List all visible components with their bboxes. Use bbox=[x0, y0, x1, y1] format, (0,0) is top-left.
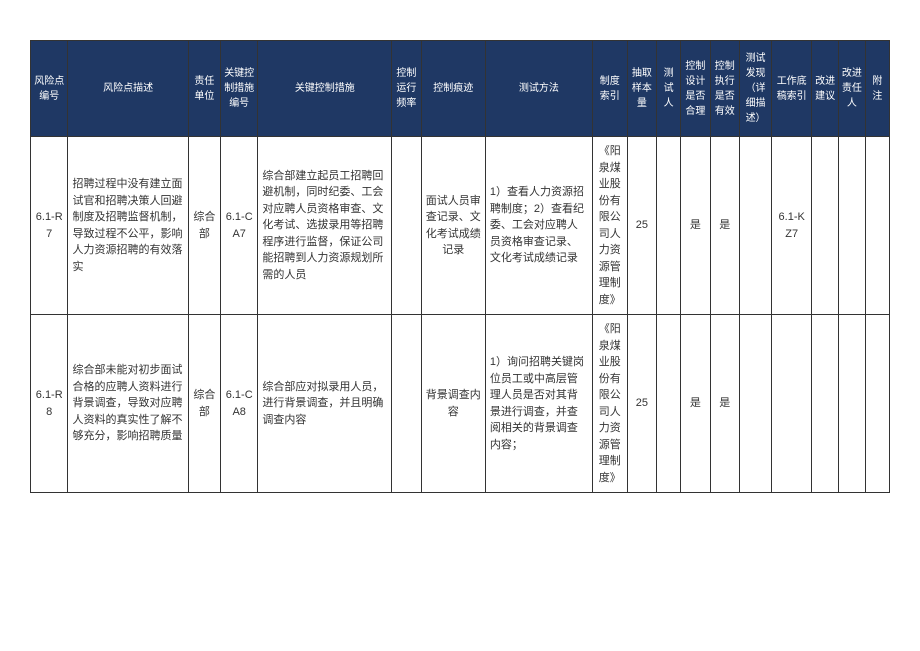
col-header-c15: 改进建议 bbox=[812, 41, 839, 137]
cell-c0: 6.1-R8 bbox=[31, 315, 68, 493]
cell-c2: 综合部 bbox=[188, 315, 220, 493]
cell-c5 bbox=[392, 315, 421, 493]
col-header-c4: 关键控制措施 bbox=[258, 41, 392, 137]
cell-c13 bbox=[740, 137, 772, 315]
col-header-c1: 风险点描述 bbox=[68, 41, 188, 137]
col-header-c5: 控制运行频率 bbox=[392, 41, 421, 137]
cell-c10 bbox=[657, 315, 681, 493]
cell-c17 bbox=[865, 137, 889, 315]
cell-c14 bbox=[772, 315, 812, 493]
cell-c8: 《阳泉煤业股份有限公司人力资源管理制度》 bbox=[592, 137, 627, 315]
cell-c7: 1）询问招聘关键岗位员工或中高层管理人员是否对其背景进行调查，并查阅相关的背景调… bbox=[485, 315, 592, 493]
cell-c5 bbox=[392, 137, 421, 315]
cell-c10 bbox=[657, 137, 681, 315]
cell-c0: 6.1-R7 bbox=[31, 137, 68, 315]
col-header-c6: 控制痕迹 bbox=[421, 41, 485, 137]
cell-c1: 综合部未能对初步面试合格的应聘人资料进行背景调查，导致对应聘人资料的真实性了解不… bbox=[68, 315, 188, 493]
table-header-row: 风险点编号风险点描述责任单位关键控制措施编号关键控制措施控制运行频率控制痕迹测试… bbox=[31, 41, 890, 137]
table-row: 6.1-R7招聘过程中没有建立面试官和招聘决策人回避制度及招聘监督机制，导致过程… bbox=[31, 137, 890, 315]
cell-c6: 背景调查内容 bbox=[421, 315, 485, 493]
col-header-c14: 工作底稿索引 bbox=[772, 41, 812, 137]
cell-c4: 综合部建立起员工招聘回避机制，同时纪委、工会对应聘人员资格审查、文化考试、选拔录… bbox=[258, 137, 392, 315]
table-row: 6.1-R8综合部未能对初步面试合格的应聘人资料进行背景调查，导致对应聘人资料的… bbox=[31, 315, 890, 493]
col-header-c7: 测试方法 bbox=[485, 41, 592, 137]
cell-c4: 综合部应对拟录用人员，进行背景调查，并且明确调查内容 bbox=[258, 315, 392, 493]
risk-control-table: 风险点编号风险点描述责任单位关键控制措施编号关键控制措施控制运行频率控制痕迹测试… bbox=[30, 40, 890, 493]
col-header-c8: 制度索引 bbox=[592, 41, 627, 137]
col-header-c0: 风险点编号 bbox=[31, 41, 68, 137]
cell-c9: 25 bbox=[627, 137, 656, 315]
cell-c6: 面试人员审查记录、文化考试成绩记录 bbox=[421, 137, 485, 315]
col-header-c11: 控制设计是否合理 bbox=[681, 41, 710, 137]
cell-c11: 是 bbox=[681, 315, 710, 493]
cell-c9: 25 bbox=[627, 315, 656, 493]
cell-c15 bbox=[812, 137, 839, 315]
col-header-c12: 控制执行是否有效 bbox=[710, 41, 739, 137]
cell-c7: 1）查看人力资源招聘制度；2）查看纪委、工会对应聘人员资格审查记录、文化考试成绩… bbox=[485, 137, 592, 315]
col-header-c9: 抽取样本量 bbox=[627, 41, 656, 137]
col-header-c3: 关键控制措施编号 bbox=[220, 41, 257, 137]
cell-c17 bbox=[865, 315, 889, 493]
cell-c14: 6.1-KZ7 bbox=[772, 137, 812, 315]
cell-c12: 是 bbox=[710, 137, 739, 315]
cell-c8: 《阳泉煤业股份有限公司人力资源管理制度》 bbox=[592, 315, 627, 493]
col-header-c2: 责任单位 bbox=[188, 41, 220, 137]
cell-c16 bbox=[839, 137, 866, 315]
col-header-c10: 测试人 bbox=[657, 41, 681, 137]
cell-c13 bbox=[740, 315, 772, 493]
cell-c16 bbox=[839, 315, 866, 493]
cell-c12: 是 bbox=[710, 315, 739, 493]
cell-c2: 综合部 bbox=[188, 137, 220, 315]
col-header-c16: 改进责任人 bbox=[839, 41, 866, 137]
cell-c3: 6.1-CA8 bbox=[220, 315, 257, 493]
col-header-c13: 测试发现（详细描述） bbox=[740, 41, 772, 137]
cell-c3: 6.1-CA7 bbox=[220, 137, 257, 315]
col-header-c17: 附注 bbox=[865, 41, 889, 137]
cell-c1: 招聘过程中没有建立面试官和招聘决策人回避制度及招聘监督机制，导致过程不公平，影响… bbox=[68, 137, 188, 315]
cell-c11: 是 bbox=[681, 137, 710, 315]
cell-c15 bbox=[812, 315, 839, 493]
